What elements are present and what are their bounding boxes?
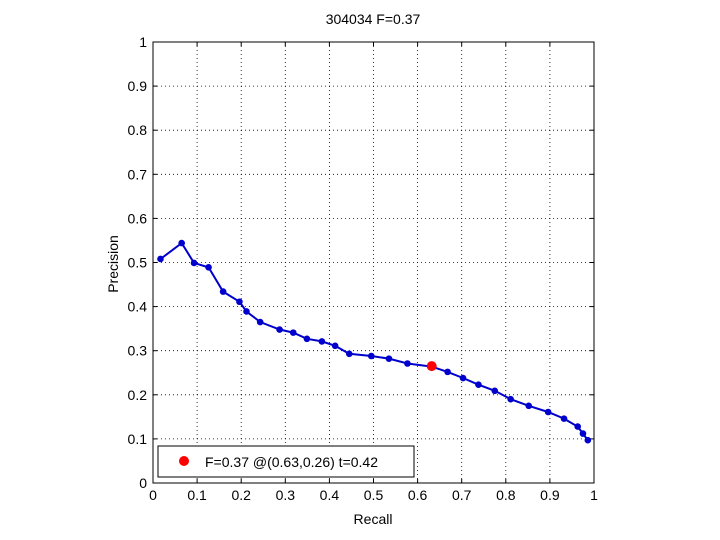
data-point (574, 423, 581, 430)
x-tick-label: 0.7 (452, 487, 472, 503)
x-tick-label: 0.6 (408, 487, 428, 503)
data-point (205, 264, 212, 271)
legend-marker (179, 456, 189, 466)
data-point (190, 259, 198, 267)
data-point (345, 350, 353, 358)
x-tick-label: 1 (590, 487, 598, 503)
data-point (236, 298, 243, 306)
data-point (276, 326, 283, 333)
y-tick-label: 0.2 (128, 387, 148, 403)
data-point (289, 329, 297, 336)
x-tick-label: 0 (149, 487, 157, 503)
data-point (178, 239, 185, 247)
y-tick-label: 1 (139, 34, 147, 50)
data-point (404, 360, 411, 367)
y-tick-label: 0.4 (128, 299, 148, 315)
legend-box (157, 445, 415, 478)
data-point (303, 335, 311, 343)
y-tick-label: 0.9 (128, 78, 148, 94)
data-point (219, 288, 227, 295)
data-point (459, 374, 467, 382)
y-tick-labels: 0 0.1 0.2 0.3 0.4 0.5 0.6 0.7 0.8 0.9 1 (128, 34, 148, 491)
y-tick-label: 0.1 (128, 431, 148, 447)
x-tick-label: 0.8 (496, 487, 516, 503)
y-axis-label: Precision (105, 235, 121, 293)
y-tick-label: 0.8 (128, 122, 148, 138)
x-tick-label: 0.1 (187, 487, 207, 503)
series-layer (157, 239, 592, 444)
chart-title: 304034 F=0.37 (326, 11, 421, 27)
legend-label: F=0.37 @(0.63,0.26) t=0.42 (205, 454, 378, 470)
x-tick-label: 0.4 (320, 487, 340, 503)
legend: F=0.37 @(0.63,0.26) t=0.42 (157, 445, 415, 478)
grid-lines (153, 42, 594, 483)
y-tick-label: 0.7 (128, 166, 148, 182)
x-tick-labels: 0 0.1 0.2 0.3 0.4 0.5 0.6 0.7 0.8 0.9 1 (149, 487, 598, 503)
x-tick-label: 0.3 (276, 487, 296, 503)
data-point (444, 368, 451, 376)
best-f-point (426, 361, 437, 372)
data-point (385, 355, 393, 362)
data-point (243, 308, 250, 315)
data-point (584, 436, 592, 444)
data-point (507, 395, 514, 403)
data-point (475, 381, 482, 388)
data-point (256, 318, 264, 326)
data-point (331, 342, 339, 350)
x-tick-label: 0.9 (540, 487, 560, 503)
data-point (157, 255, 164, 263)
data-point (525, 402, 533, 410)
y-tick-label: 0.6 (128, 210, 148, 226)
axis-ticks (152, 41, 595, 484)
y-tick-label: 0.5 (128, 255, 148, 271)
data-point (560, 415, 568, 422)
data-point (579, 430, 587, 437)
y-tick-label: 0.3 (128, 343, 148, 359)
data-point (544, 408, 552, 416)
series-line (159, 241, 589, 441)
x-axis-label: Recall (354, 511, 393, 527)
data-point (491, 387, 499, 395)
x-tick-label: 0.2 (231, 487, 251, 503)
data-point (367, 352, 375, 360)
y-tick-label: 0 (139, 475, 147, 491)
data-point (318, 338, 326, 345)
x-tick-label: 0.5 (364, 487, 384, 503)
